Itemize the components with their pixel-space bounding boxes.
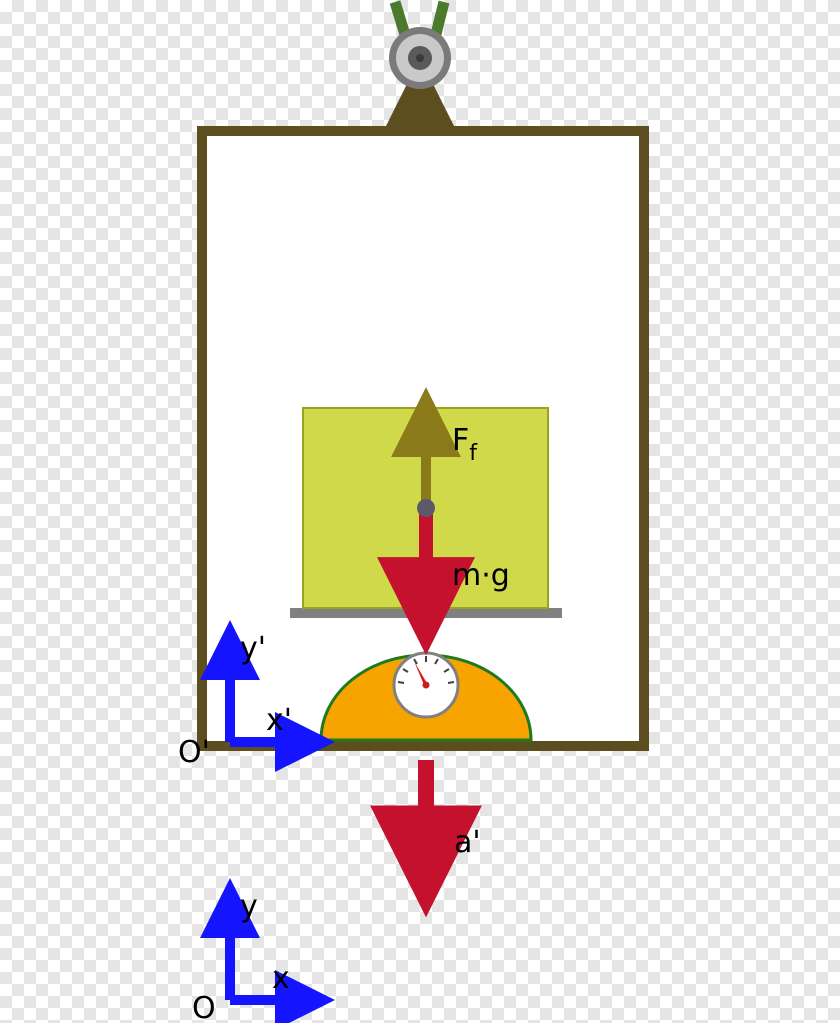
label-force-up-sub: f xyxy=(469,441,478,466)
pivot-dot xyxy=(417,499,435,517)
label-axis-o: O xyxy=(192,991,216,1023)
label-axis-x: x xyxy=(272,961,290,996)
label-axis-y: y xyxy=(240,889,258,924)
diagram-svg: Ff m·g a' y' x' O' y x O xyxy=(0,0,840,1023)
label-axis-prime-y: y' xyxy=(240,631,266,666)
label-axis-prime-o: O' xyxy=(178,735,210,770)
label-weight: m·g xyxy=(452,558,510,593)
label-acceleration: a' xyxy=(454,825,481,860)
label-axis-prime-x: x' xyxy=(266,703,292,738)
pulley xyxy=(389,27,451,89)
